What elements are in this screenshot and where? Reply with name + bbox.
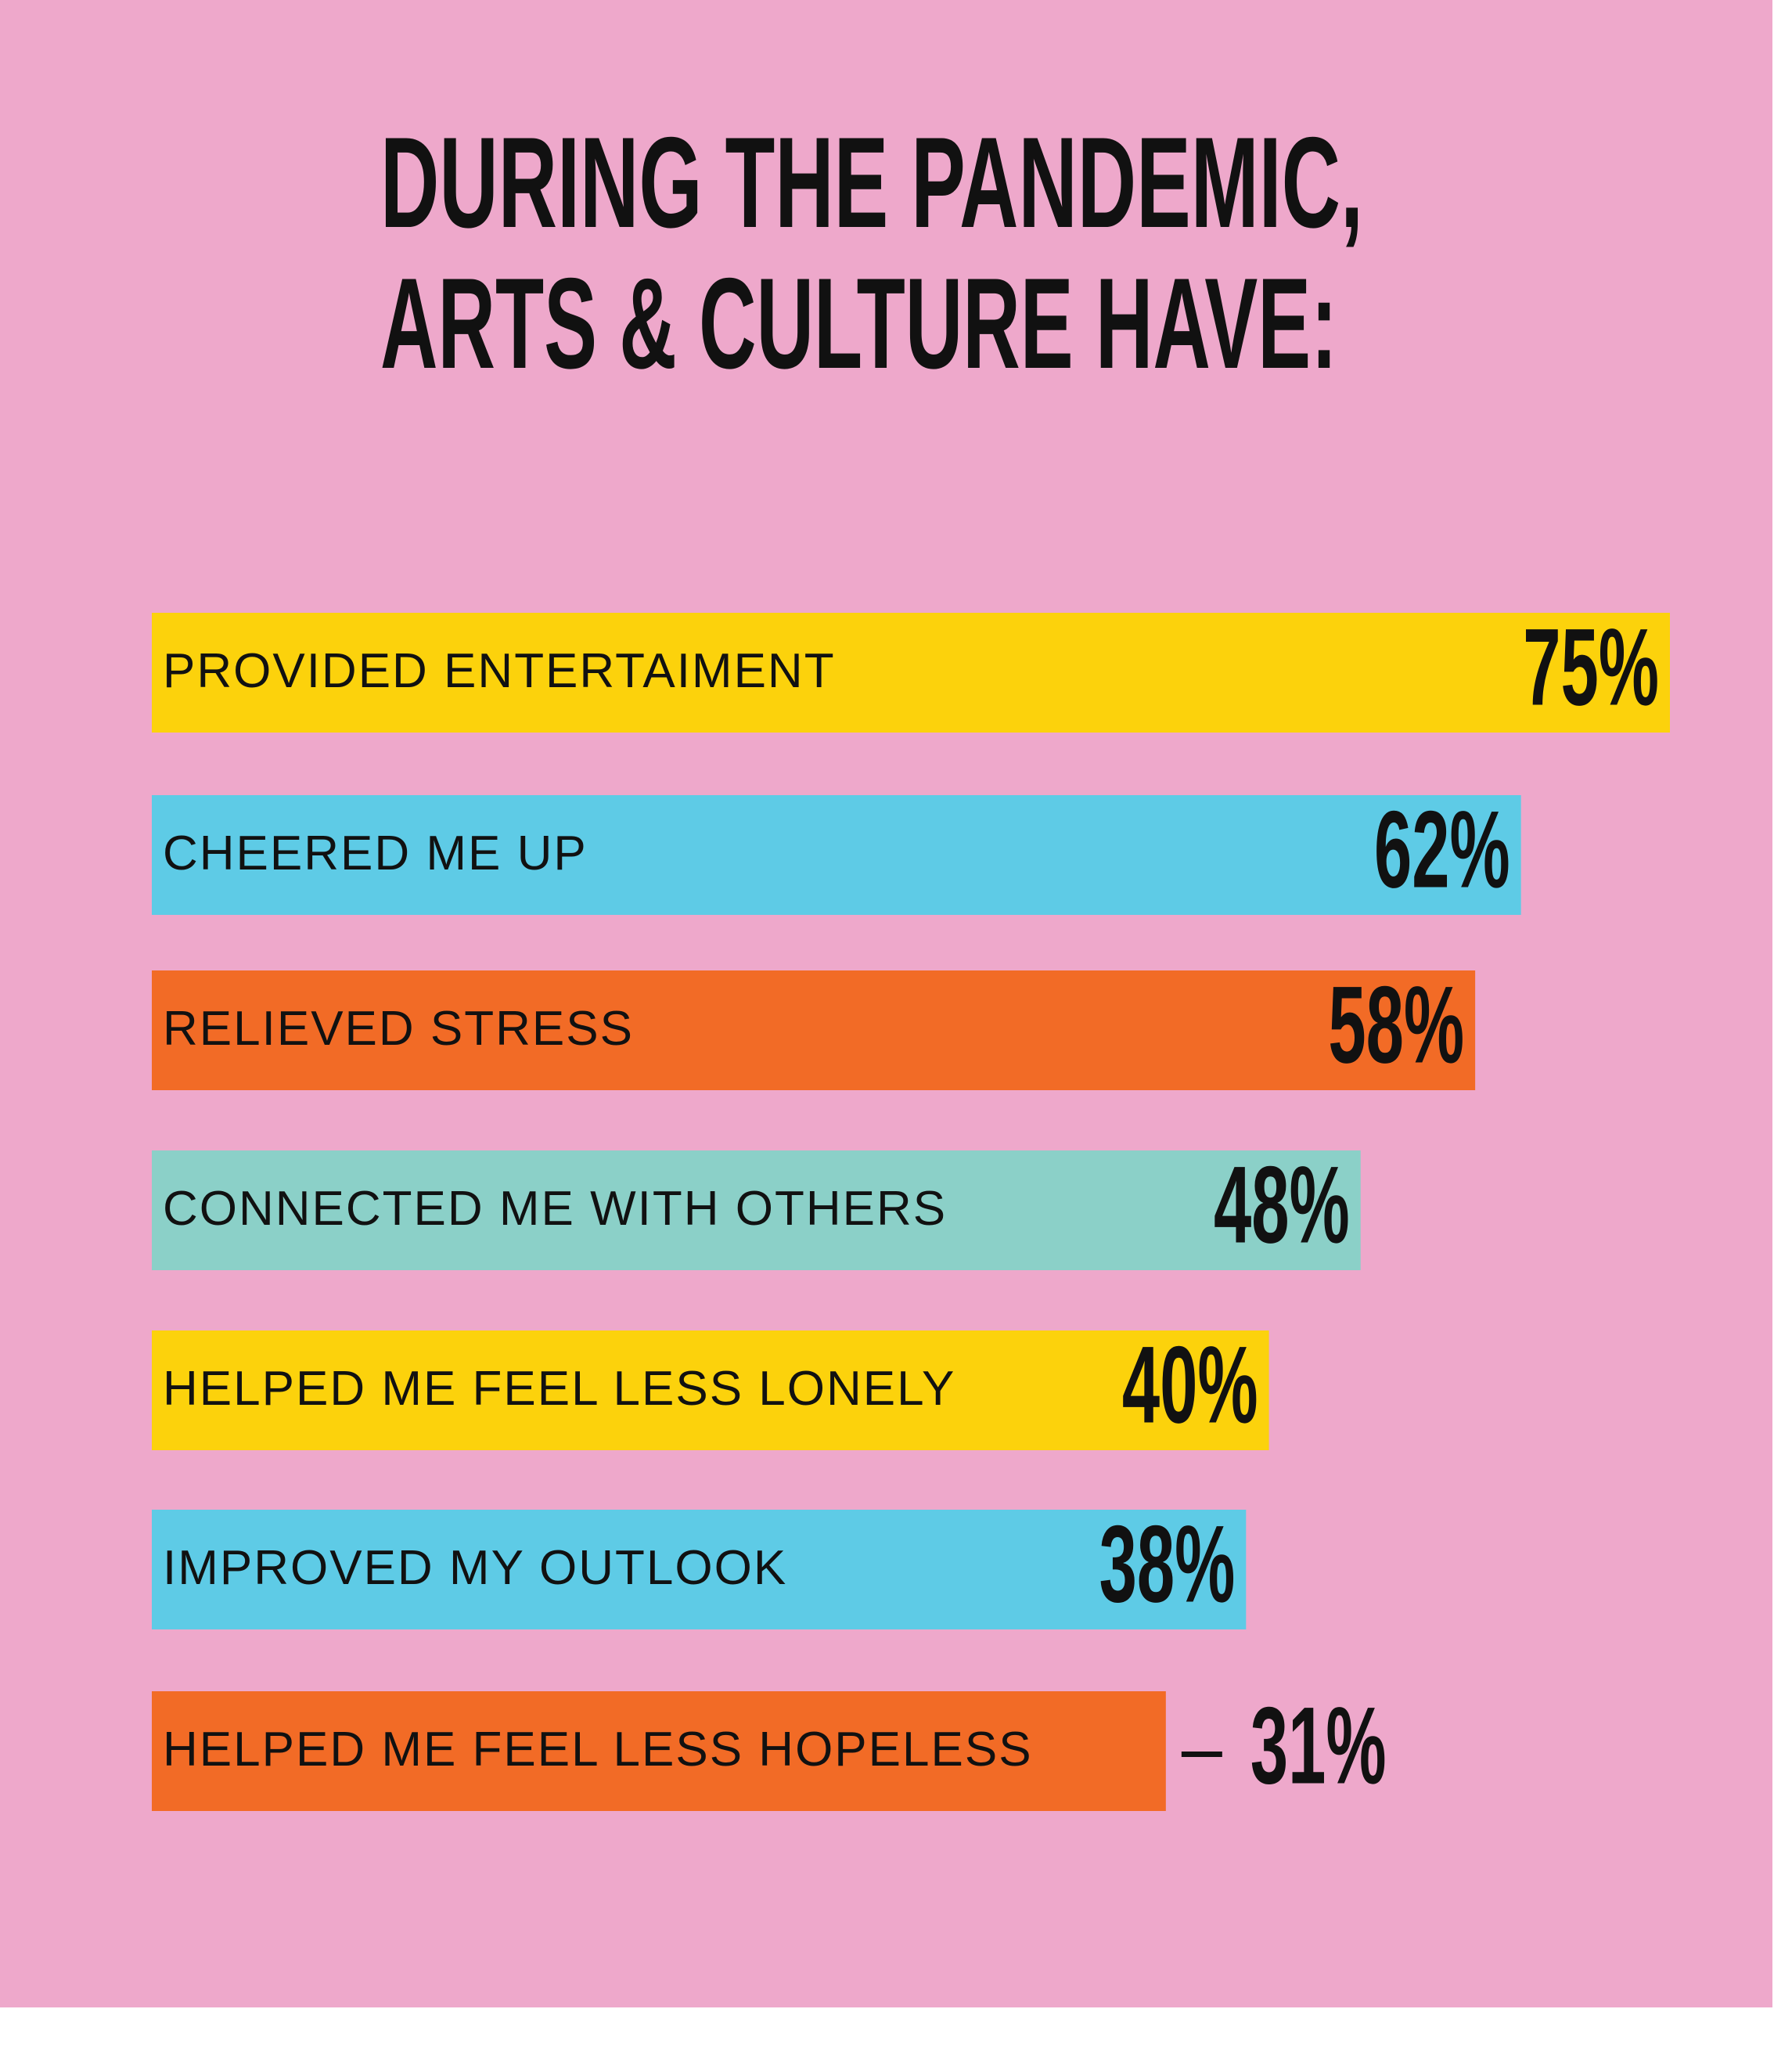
bar [152,1691,1166,1811]
bar [152,795,1521,915]
value-label: 31% [1250,1684,1387,1806]
value-label: 62% [1374,788,1510,910]
category-label: CONNECTED ME WITH OTHERS [163,1182,947,1236]
category-label: HELPED ME FEEL LESS LONELY [163,1362,955,1416]
bar [152,1150,1361,1270]
bar [152,1330,1269,1450]
category-label: RELIEVED STRESS [163,1002,634,1056]
category-label: HELPED ME FEEL LESS HOPELESS [163,1723,1033,1777]
value-label: 58% [1328,963,1464,1086]
category-label: PROVIDED ENTERTAIMENT [163,644,836,698]
bar [152,613,1670,733]
bar [152,970,1476,1090]
value-label: 38% [1099,1503,1236,1625]
category-label: CHEERED ME UP [163,826,588,880]
chart-title: ARTS & CULTURE HAVE: [380,251,1337,395]
chart-title: DURING THE PANDEMIC, [380,110,1363,254]
value-label: 75% [1523,606,1659,728]
value-label: 40% [1122,1323,1258,1446]
category-label: IMPROVED MY OUTLOOK [163,1541,787,1595]
value-label: 48% [1214,1143,1350,1266]
bar [152,1510,1247,1629]
